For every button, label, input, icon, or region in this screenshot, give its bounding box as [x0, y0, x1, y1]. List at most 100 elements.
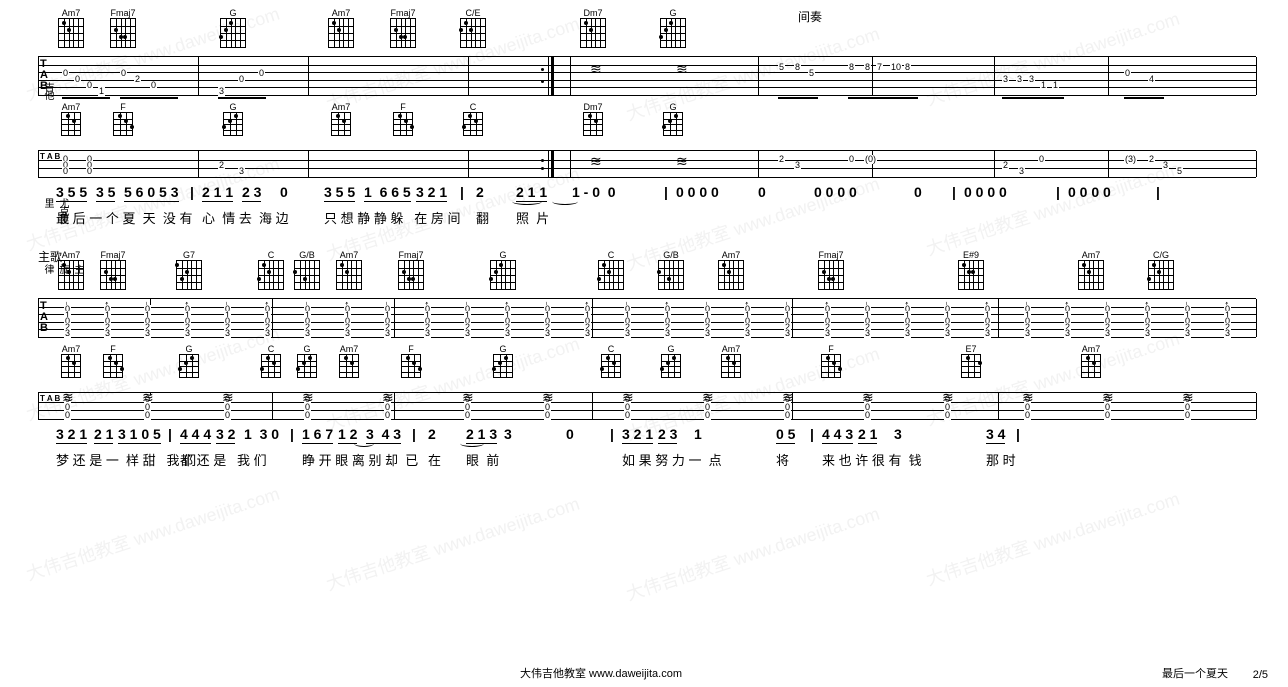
chord-grid	[580, 18, 606, 48]
chord-diagram: Am7	[334, 250, 364, 290]
lyric-text: 都 还 是 我 们	[180, 450, 267, 469]
chord-grid	[660, 18, 686, 48]
tab-fret-number: 3	[464, 329, 471, 338]
chord-name: G	[488, 250, 518, 260]
tab-fret-number: 8	[848, 63, 855, 72]
tab-fret-number: 3	[1028, 75, 1035, 84]
system-2: 主歌 Am7Fmaj7G7CG/BAm7Fmaj7GCG/BAm7Fmaj7E#…	[38, 250, 1268, 470]
chord-diagram: Am7	[1076, 344, 1106, 378]
jianpu-group: |	[952, 184, 956, 200]
strum-icon: ≋	[1022, 391, 1034, 403]
page: 大伟吉他教室 www.daweijita.com 大伟吉他教室 www.dawe…	[0, 0, 1288, 687]
chord-name: Am7	[326, 102, 356, 112]
chord-diagram: C	[458, 102, 488, 136]
tab-fret-number: 5	[808, 69, 815, 78]
chord-name: C	[596, 250, 626, 260]
watermark: 大伟吉他教室 www.daweijita.com	[922, 485, 1182, 592]
jianpu-group: |	[1056, 184, 1060, 200]
tab-fret-number: 1	[1040, 81, 1047, 90]
chord-name: G/B	[292, 250, 322, 260]
chord-name: C/E	[458, 8, 488, 18]
jianpu-group: 3 1 0 5	[118, 426, 161, 444]
tab-fret-number: 1	[1052, 81, 1059, 90]
chord-diagram: G	[488, 344, 518, 378]
jianpu-group: 3 2 1	[416, 184, 447, 202]
jianpu-group: |	[190, 184, 194, 200]
chord-name: Fmaj7	[98, 250, 128, 260]
strum-icon: ≋	[702, 391, 714, 403]
strum-icon: ≋	[462, 391, 474, 403]
chord-name: Am7	[56, 8, 86, 18]
tab-fret-number: 0	[62, 167, 69, 176]
chord-name: G/B	[656, 250, 686, 260]
tab-fret-number: 3	[1064, 329, 1071, 338]
tab-fret-number: 0	[1038, 155, 1045, 164]
jianpu-group: 0	[566, 426, 574, 442]
chord-diagram: Dm7	[578, 8, 608, 48]
chord-grid	[179, 354, 199, 378]
tab-fret-number: 3	[904, 329, 911, 338]
chord-name: F	[816, 344, 846, 354]
tab-fret-number: 3	[384, 329, 391, 338]
chord-grid	[100, 260, 126, 290]
strum-icon: ≋	[862, 391, 874, 403]
uke-chord-row: Am7FGCGAm7FGCGAm7FE7Am7	[38, 344, 1268, 390]
chord-diagram: F	[816, 344, 846, 378]
tab-fret-number: 8	[904, 63, 911, 72]
chord-name: G	[218, 102, 248, 112]
chord-grid	[490, 260, 516, 290]
tab-fret-number: 2	[778, 155, 785, 164]
uke-chord-row: Am7FGAm7FCDm7G	[38, 102, 1268, 148]
tab-fret-number: 3	[1162, 161, 1169, 170]
chord-name: F	[98, 344, 128, 354]
chord-diagram: C	[256, 344, 286, 378]
jianpu-group: |	[290, 426, 294, 442]
chord-diagram: G	[656, 344, 686, 378]
tab-fret-number: 3	[224, 329, 231, 338]
lyric-text: 如 果 努 力 一 点	[622, 450, 722, 469]
chord-diagram: Dm7	[578, 102, 608, 136]
watermark: 大伟吉他教室 www.daweijita.com	[22, 480, 282, 587]
jianpu-group: |	[810, 426, 814, 442]
tab-fret-number: 0	[704, 411, 711, 420]
chord-grid	[58, 18, 84, 48]
lyric-text: 梦 还 是 一 样 甜 我 们	[56, 450, 196, 469]
chord-name: Fmaj7	[816, 250, 846, 260]
chord-diagram: Am7	[1076, 250, 1106, 290]
tab-fret-number: 0	[86, 167, 93, 176]
tab-fret-number: 2	[218, 161, 225, 170]
chord-name: E#9	[956, 250, 986, 260]
chord-name: G	[488, 344, 518, 354]
chord-diagram: Am7	[56, 102, 86, 136]
chord-grid	[390, 18, 416, 48]
tab-fret-number: 0	[784, 411, 791, 420]
jianpu-group: |	[664, 184, 668, 200]
chord-grid	[721, 354, 741, 378]
jianpu-group: 1 6 6 5	[364, 184, 411, 202]
chord-name: G	[658, 8, 688, 18]
lyric-text: 那 时	[986, 450, 1016, 469]
tab-fret-number: 3	[1104, 329, 1111, 338]
chord-diagram: Fmaj7	[108, 8, 138, 48]
jianpu-group: |	[412, 426, 416, 442]
chord-diagram: Am7	[326, 102, 356, 136]
tab-fret-number: 5	[1176, 167, 1183, 176]
tab-fret-number: 3	[1002, 75, 1009, 84]
tab-fret-number: 8	[794, 63, 801, 72]
jianpu-group: 1 6 7	[302, 426, 333, 444]
tab-fret-number: 3	[704, 329, 711, 338]
strum-icon: ≋	[590, 155, 602, 167]
footer-center: 大伟吉他教室 www.daweijita.com	[520, 665, 682, 681]
jianpu-group: 4 4 3	[822, 426, 853, 444]
chord-grid	[61, 112, 81, 136]
lyric-text: 翻	[476, 208, 489, 227]
chord-name: Dm7	[578, 102, 608, 112]
chord-name: G7	[174, 250, 204, 260]
uke-tab-staff: T A B 000≋000≋000≋000≋000≋000≋000≋000≋00…	[38, 392, 1256, 420]
tab-fret-number: 0	[120, 69, 127, 78]
jianpu-group: 0 0 0 0	[964, 184, 1007, 200]
chord-diagram: G	[218, 8, 248, 48]
chord-diagram: G	[292, 344, 322, 378]
tab-fret-number: (0)	[864, 155, 877, 164]
tab-fret-number: 0	[1184, 411, 1191, 420]
